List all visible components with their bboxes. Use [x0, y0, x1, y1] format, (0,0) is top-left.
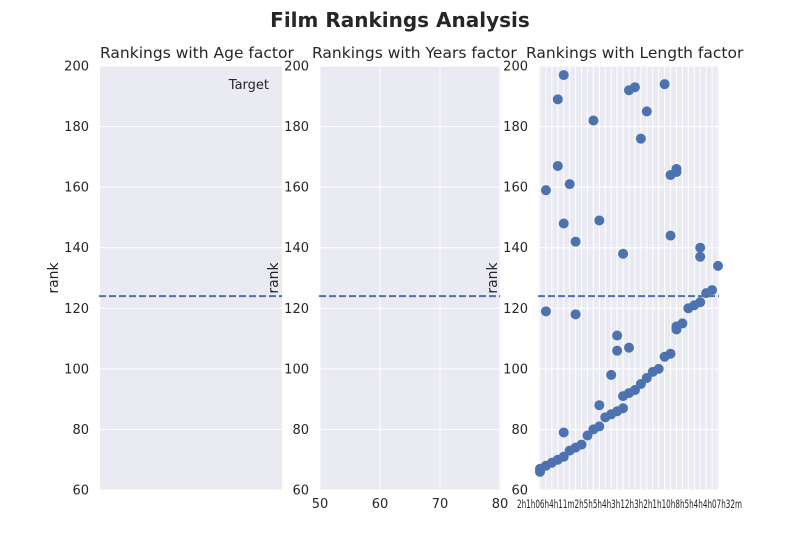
data-point: [540, 306, 551, 317]
data-point: [612, 330, 623, 341]
data-point: [588, 115, 599, 126]
data-point: [558, 427, 569, 438]
data-point: [570, 309, 581, 320]
axes-title: Rankings with Age factor: [100, 44, 294, 62]
y-tick-label: 160: [284, 181, 309, 196]
y-tick-label: 120: [503, 302, 528, 317]
figure-title: Film Rankings Analysis: [270, 8, 530, 32]
y-tick-label: 140: [64, 241, 89, 256]
y-tick-label: 60: [511, 484, 528, 499]
data-point: [713, 260, 723, 271]
data-point: [653, 363, 664, 374]
data-point: [629, 82, 640, 93]
y-tick-label: 60: [72, 484, 89, 499]
y-tick-label: 180: [64, 120, 89, 135]
chart-panel-1: 60 80 100 120 140 160 180 200 Rankings with Age …: [46, 44, 294, 499]
data-point: [552, 94, 563, 105]
data-point: [635, 133, 646, 144]
data-point: [540, 185, 551, 196]
data-point: [665, 230, 676, 241]
data-point: [659, 79, 670, 90]
data-point: [618, 403, 629, 414]
data-point: [558, 70, 569, 81]
y-tick-label: 200: [503, 60, 528, 75]
y-tick-label: 100: [64, 362, 89, 377]
x-tick-labels: 2h1h06h4h11m2h5h5h4h3h12h3h2h1h10h8h5h4h…: [517, 497, 742, 511]
x-tick-label: 60: [372, 497, 389, 512]
data-point: [624, 342, 634, 353]
y-tick-label: 160: [64, 181, 89, 196]
data-point: [641, 106, 652, 117]
y-tick-label: 100: [503, 362, 528, 377]
data-point: [564, 179, 575, 190]
data-point: [665, 348, 676, 359]
data-point: [695, 242, 706, 253]
legend-entry: Target: [228, 78, 269, 93]
y-tick-label: 180: [284, 120, 309, 135]
y-tick-label: 120: [284, 302, 309, 317]
data-point: [707, 285, 718, 296]
y-tick-label: 60: [292, 484, 309, 499]
y-axis-label: rank: [46, 261, 62, 293]
chart-panel-3: 60801001201401601802002h1h06h4h11m2h5h5h…: [485, 44, 744, 511]
axes-title: Rankings with Years factor: [312, 44, 517, 62]
data-point: [695, 251, 706, 262]
data-point: [576, 439, 587, 450]
y-axis-label: rank: [266, 261, 282, 293]
y-tick-label: 160: [503, 181, 528, 196]
data-point: [677, 318, 688, 329]
data-point: [612, 345, 623, 356]
y-tick-label: 120: [64, 302, 89, 317]
y-tick-label: 200: [64, 60, 89, 75]
data-point: [594, 400, 605, 411]
y-tick-label: 80: [72, 423, 89, 438]
y-tick-label: 140: [284, 241, 309, 256]
data-point: [594, 215, 605, 226]
data-point: [552, 160, 563, 171]
x-tick-label: 70: [432, 497, 449, 512]
data-point: [671, 163, 682, 174]
axes-title: Rankings with Length factor: [526, 44, 744, 62]
data-point: [606, 369, 617, 380]
y-tick-label: 180: [503, 120, 528, 135]
data-point: [558, 218, 569, 229]
x-tick-label: 50: [312, 497, 329, 512]
y-tick-label: 100: [284, 362, 309, 377]
y-axis-label: rank: [485, 261, 501, 293]
plot-area: [100, 66, 282, 490]
plot-area: [320, 66, 500, 490]
y-tick-label: 80: [511, 423, 528, 438]
data-point: [695, 297, 706, 308]
y-tick-label: 140: [503, 241, 528, 256]
data-point: [594, 421, 605, 432]
data-point: [618, 248, 629, 259]
data-point: [570, 236, 581, 247]
y-tick-label: 80: [292, 423, 309, 438]
x-tick-label: 80: [492, 497, 509, 512]
y-tick-label: 200: [284, 60, 309, 75]
